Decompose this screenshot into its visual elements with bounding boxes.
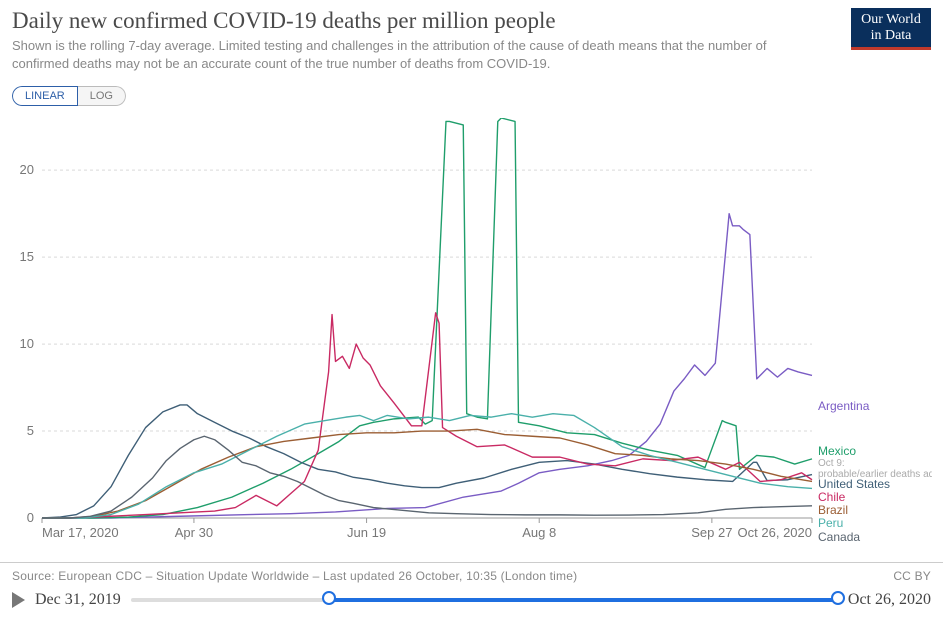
chart-footer: Source: European CDC – Situation Update … (0, 562, 943, 617)
logo-line2: in Data (851, 28, 931, 44)
source-text: Source: European CDC – Situation Update … (12, 569, 577, 583)
svg-text:Jun 19: Jun 19 (347, 525, 386, 540)
log-button[interactable]: LOG (78, 86, 126, 106)
svg-text:10: 10 (20, 336, 34, 351)
svg-text:Aug 8: Aug 8 (522, 525, 556, 540)
svg-text:5: 5 (27, 423, 34, 438)
slider-start-date: Dec 31, 2019 (35, 591, 121, 609)
slider-handle-start[interactable] (322, 591, 336, 605)
owid-logo[interactable]: Our World in Data (851, 8, 931, 50)
slider-track[interactable] (131, 598, 838, 602)
license-text[interactable]: CC BY (893, 569, 931, 583)
svg-text:15: 15 (20, 249, 34, 264)
play-button[interactable] (12, 592, 25, 608)
svg-text:0: 0 (27, 510, 34, 525)
svg-text:20: 20 (20, 162, 34, 177)
legend-canada: Canada (818, 530, 860, 544)
legend-chile: Chile (818, 490, 846, 504)
slider-fill (329, 598, 838, 602)
svg-text:Mar 17, 2020: Mar 17, 2020 (42, 525, 119, 540)
chart-plot-area: 0 5 10 15 20 Mar 17, 2020 Apr 30 Jun 19 Aug 8 Sep… (12, 118, 932, 548)
svg-text:Apr 30: Apr 30 (175, 525, 213, 540)
scale-toggle: LINEAR LOG (12, 86, 126, 106)
legend-peru: Peru (818, 516, 843, 530)
slider-end-date: Oct 26, 2020 (848, 591, 931, 609)
slider-handle-end[interactable] (831, 591, 845, 605)
chart-svg: 0 5 10 15 20 Mar 17, 2020 Apr 30 Jun 19 Aug 8 Sep… (12, 118, 932, 558)
svg-text:Oct 9:: Oct 9: (818, 458, 845, 469)
time-slider: Dec 31, 2019 Oct 26, 2020 (12, 591, 931, 609)
legend-brazil: Brazil (818, 503, 848, 517)
chart-subtitle: Shown is the rolling 7-day average. Limi… (12, 37, 792, 72)
chart-header: Our World in Data Daily new confirmed CO… (12, 8, 931, 106)
linear-button[interactable]: LINEAR (12, 86, 78, 106)
chart-title: Daily new confirmed COVID-19 deaths per … (12, 8, 931, 34)
svg-text:probable/earlier deaths added: probable/earlier deaths added (818, 469, 932, 480)
svg-text:Sep 27: Sep 27 (691, 525, 732, 540)
legend-argentina: Argentina (818, 399, 870, 413)
legend-mexico: Mexico (818, 444, 856, 458)
svg-text:Oct 26, 2020: Oct 26, 2020 (738, 525, 812, 540)
logo-line1: Our World (851, 12, 931, 28)
